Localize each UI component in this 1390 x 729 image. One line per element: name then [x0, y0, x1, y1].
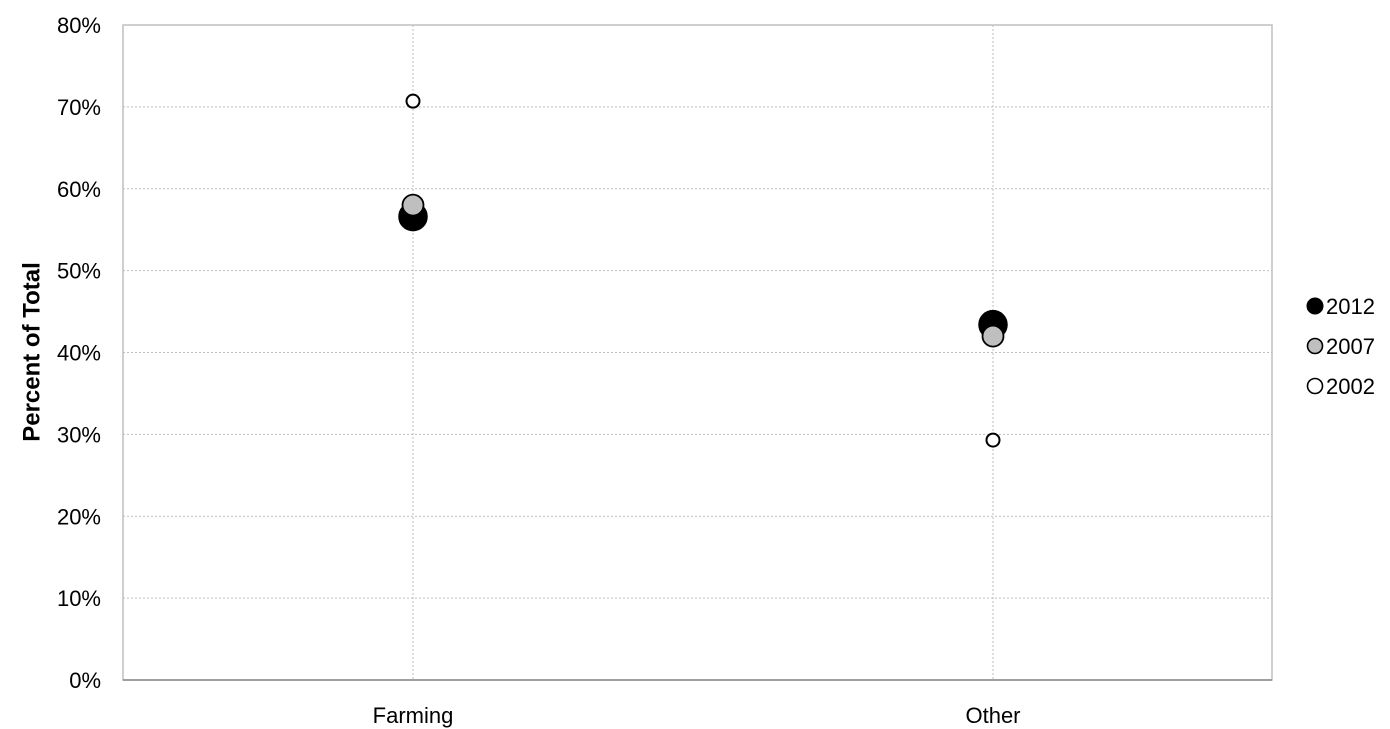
gridlines [123, 25, 1272, 680]
x-tick-label: Farming [373, 703, 454, 728]
y-tick-label: 0% [69, 668, 101, 693]
point-2007-other [981, 324, 1005, 348]
y-axis-ticks: 0% 10% 20% 30% 40% 50% 60% 70% 80% [57, 13, 101, 693]
y-tick-label: 40% [57, 341, 101, 366]
y-tick-label: 50% [57, 259, 101, 284]
legend-marker-2012 [1306, 297, 1324, 315]
y-tick-label: 70% [57, 95, 101, 120]
legend-marker-2007 [1306, 337, 1324, 355]
legend: 2012 2007 2002 [1306, 294, 1375, 399]
y-tick-label: 80% [57, 13, 101, 38]
x-tick-label: Other [965, 703, 1020, 728]
point-2002-other [985, 432, 1001, 448]
x-axis-ticks: Farming Other [373, 703, 1021, 728]
data-points [398, 93, 1008, 448]
point-2007-farming [401, 193, 425, 217]
legend-label-2012: 2012 [1326, 294, 1375, 319]
y-tick-label: 10% [57, 586, 101, 611]
y-axis-title: Percent of Total [18, 262, 45, 442]
legend-marker-2002 [1306, 377, 1324, 395]
legend-label-2007: 2007 [1326, 334, 1375, 359]
y-tick-label: 30% [57, 422, 101, 447]
y-tick-label: 20% [57, 504, 101, 529]
legend-label-2002: 2002 [1326, 374, 1375, 399]
y-tick-label: 60% [57, 177, 101, 202]
point-2002-farming [405, 93, 421, 109]
